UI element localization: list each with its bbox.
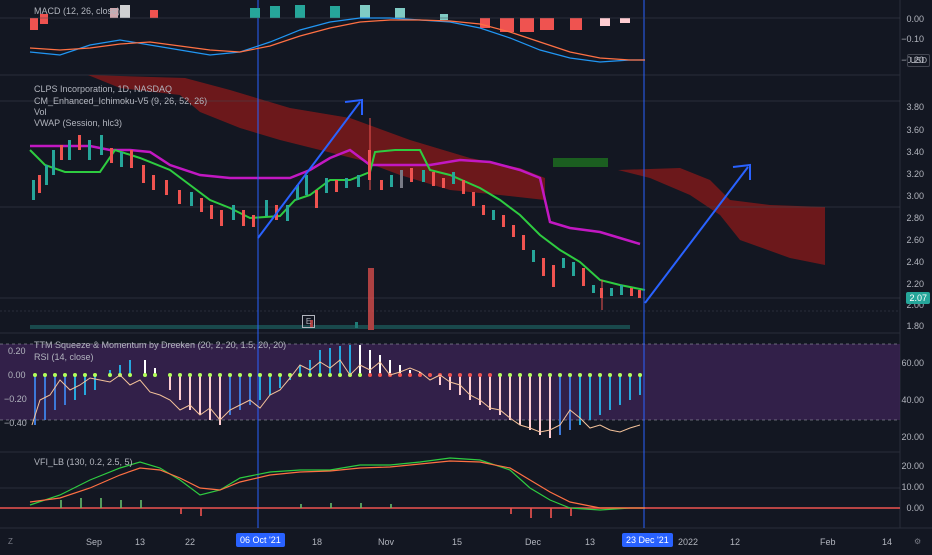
ichimoku-cloud-2 [618,168,825,265]
crosshair-date-oct6: 06 Oct '21 [236,533,285,547]
price-axis-label: 2.60 [906,235,924,245]
vfi-axis-label: 20.00 [901,461,924,471]
macd-axis-label: −0.10 [901,34,924,44]
rsi-indicator-label[interactable]: RSI (14, close) [34,352,94,362]
squeeze-axis-label: 0.20 [8,346,26,356]
macd-axis-label: 0.00 [906,14,924,24]
time-axis-label: 12 [730,537,741,547]
squeeze-axis-label: −0.40 [4,418,27,428]
vfi-indicator-label[interactable]: VFI_LB (130, 0.2, 2.5, 5) [34,457,133,467]
volume-bars [30,268,630,330]
rsi-axis-label: 60.00 [901,358,924,368]
symbol-title[interactable]: CLPS Incorporation, 1D, NASDAQ [34,84,173,94]
time-axis-label: 2022 [678,537,699,547]
squeeze-axis-label: −0.20 [4,394,27,404]
time-axis-label: Feb [820,537,836,547]
rsi-axis-label: 20.00 [901,432,924,442]
price-axis-label: 2.80 [906,213,924,223]
earnings-icon[interactable]: E [302,315,315,328]
settings-icon[interactable]: ⚙ [914,537,922,546]
price-axis-label: 2.20 [906,279,924,289]
price-axis-label: 2.40 [906,257,924,267]
price-axis-label: 3.40 [906,147,924,157]
macd-axis-label: −0.20 [901,55,924,65]
trend-arrow-1 [257,98,363,239]
vfi-axis-label: 0.00 [906,503,924,513]
vfi-signal [29,460,645,509]
tenkan-line [29,148,646,291]
time-axis-label: 15 [452,537,463,547]
time-axis-label: 22 [185,537,196,547]
currency-badge[interactable]: USD [907,54,930,67]
time-axis-label: 14 [882,537,893,547]
squeeze-indicator-label[interactable]: TTM Squeeze & Momentum by Dreeken (20, 2… [34,340,287,350]
squeeze-axis-label: 0.00 [8,370,26,380]
vfi-histogram [60,498,392,508]
price-axis-label: 3.00 [906,191,924,201]
ichimoku-indicator-label[interactable]: CM_Enhanced_Ichimoku-V5 (9, 26, 52, 26) [34,96,208,106]
price-axis-label: 3.80 [906,102,924,112]
rsi-line [31,359,641,433]
ichimoku-cloud [88,75,545,200]
price-axis-label: 1.80 [906,321,924,331]
squeeze-dots [33,373,642,377]
time-axis-label: 13 [585,537,596,547]
vfi-histogram-neg [180,508,572,518]
volume-indicator-label[interactable]: Vol [34,107,47,117]
macd-title: MACD (12, 26, close) [34,6,121,16]
trend-arrow-2 [644,163,751,304]
cloud-green-block [553,158,608,167]
macd-histogram [30,5,630,32]
last-price-tag: 2.07 [906,292,930,304]
vfi-axis-label: 10.00 [901,482,924,492]
time-axis-label: Dec [525,537,542,547]
rsi-axis-label: 40.00 [901,395,924,405]
time-axis-label: Sep [86,537,103,547]
vwap-line [30,144,641,246]
price-axis-label: 2.00 [906,300,924,310]
price-axis-label: 3.20 [906,169,924,179]
price-axis-label: 3.60 [906,125,924,135]
vfi-line [29,457,645,511]
crosshair-date-dec23: 23 Dec '21 [622,533,673,547]
time-axis-label: Nov [378,537,395,547]
vwap-indicator-label[interactable]: VWAP (Session, hlc3) [34,118,123,128]
macd-signal [29,19,645,61]
timezone-icon[interactable]: Z [8,537,13,546]
time-axis-label: 18 [312,537,323,547]
time-axis-label: 13 [135,537,146,547]
